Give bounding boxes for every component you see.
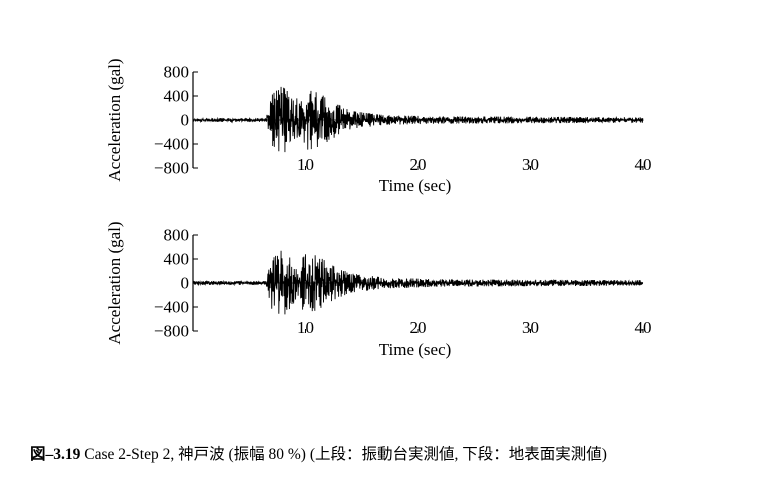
x-tick-label: 40 <box>635 318 652 337</box>
chart-panel-bottom: 800 400 0 −400 −800 10 20 30 40 Time (sec) Acceler… <box>105 221 652 359</box>
x-tick-label: 40 <box>635 155 652 174</box>
x-tick-label: 30 <box>522 155 539 174</box>
y-tick-label: −800 <box>154 322 189 341</box>
y-tick-label: 0 <box>181 111 190 130</box>
x-axis-label: Time (sec) <box>379 176 452 195</box>
y-tick-label: 400 <box>164 250 190 269</box>
acceleration-trace <box>192 250 644 315</box>
x-tick-label: 10 <box>297 318 314 337</box>
x-tick-label: 10 <box>297 155 314 174</box>
x-tick-label: 30 <box>522 318 539 337</box>
y-tick-label: −400 <box>154 135 189 154</box>
y-tick-label: 400 <box>164 87 190 106</box>
acceleration-trace <box>192 86 644 153</box>
x-tick-label: 20 <box>410 318 427 337</box>
y-tick-label: −800 <box>154 159 189 178</box>
chart-panel-top: 800 400 0 −400 −800 10 20 30 40 Time (sec) Acceler… <box>105 58 652 195</box>
y-axis-label: Acceleration (gal) <box>105 221 124 344</box>
figure-caption-text: Case 2-Step 2, 神戸波 (振幅 80 %) (上段：振動台実測値,… <box>80 446 607 463</box>
x-axis-label: Time (sec) <box>379 340 452 359</box>
figure-caption: 図–3.19 Case 2-Step 2, 神戸波 (振幅 80 %) (上段：… <box>30 442 750 464</box>
figure-number: 図–3.19 <box>30 446 81 463</box>
y-tick-label: 800 <box>164 226 190 245</box>
y-axis-label: Acceleration (gal) <box>105 58 124 181</box>
y-tick-label: −400 <box>154 298 189 317</box>
y-tick-label: 0 <box>181 274 190 293</box>
y-tick-label: 800 <box>164 63 190 82</box>
x-tick-label: 20 <box>410 155 427 174</box>
